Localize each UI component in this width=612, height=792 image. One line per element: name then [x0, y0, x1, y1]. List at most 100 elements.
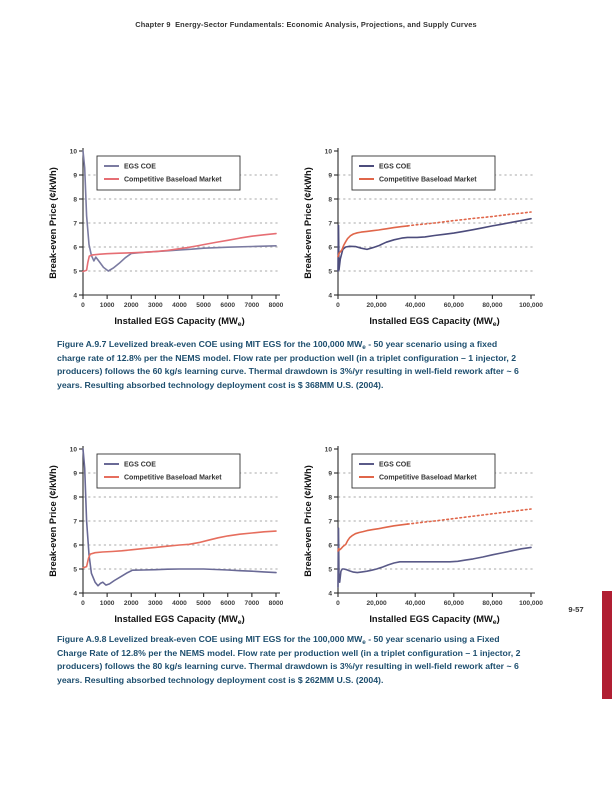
x-tick-label: 1000 — [100, 302, 115, 309]
series-line — [82, 530, 277, 569]
legend-box — [351, 155, 496, 191]
y-tick-label: 10 — [70, 148, 78, 155]
chart-figure-a97-right: 4 5 6 7 8 9 10 0 20,000 40,000 60,000 80,000 100,000… — [302, 137, 546, 335]
legend-label: Competitive Baseload Market — [379, 177, 477, 184]
x-tick-label: 4000 — [172, 302, 187, 309]
y-tick-label: 4 — [328, 590, 332, 597]
x-tick-label: 80,000 — [482, 302, 503, 309]
y-tick-label: 9 — [328, 470, 332, 477]
x-tick-label: 0 — [81, 600, 85, 607]
chart-canvas-a97-right: 4 5 6 7 8 9 10 0 20,000 40,000 60,000 80,000 100,000… — [303, 148, 543, 328]
x-tick-label: 4000 — [172, 600, 187, 607]
legend: EGS COE Competitive Baseload Market — [351, 453, 496, 489]
y-tick-label: 8 — [328, 196, 332, 203]
y-tick-label: 7 — [73, 220, 77, 227]
y-tick-label: 9 — [73, 470, 77, 477]
chart-figure-a98-left: 4 5 6 7 8 9 10 0 1000 2000 3000 4000 5000 6000 7000 800… — [47, 435, 291, 633]
y-tick-label: 5 — [328, 566, 332, 573]
x-tick-label: 6000 — [220, 302, 235, 309]
y-tick-label: 9 — [328, 172, 332, 179]
chart-canvas-a98-left: 4 5 6 7 8 9 10 0 1000 2000 3000 4000 5000 6000 7000 800… — [48, 446, 284, 626]
x-axis-title: Installed EGS Capacity (MWe) — [114, 316, 244, 328]
series-line — [82, 448, 277, 587]
y-tick-label: 6 — [73, 542, 77, 549]
y-tick-label: 10 — [70, 446, 78, 453]
x-tick-label: 20,000 — [367, 302, 388, 309]
y-axis-title: Break-even Price (¢/kWh) — [303, 465, 313, 577]
x-tick-label: 20,000 — [367, 600, 388, 607]
y-tick-label: 8 — [73, 196, 77, 203]
y-tick-label: 5 — [73, 566, 77, 573]
y-tick-label: 10 — [325, 148, 333, 155]
y-tick-label: 4 — [328, 292, 332, 299]
caption-text: Figure A.9.7 Levelized break-even COE us… — [57, 339, 363, 349]
caption-text: Figure A.9.8 Levelized break-even COE us… — [57, 634, 363, 644]
chart-canvas-a97-left: 4 5 6 7 8 9 10 0 1000 2000 3000 4000 5000 6000 7000 800… — [48, 148, 284, 328]
y-tick-label: 5 — [73, 268, 77, 275]
x-tick-label: 0 — [81, 302, 85, 309]
x-tick-label: 8000 — [269, 600, 284, 607]
series-line — [337, 225, 409, 258]
legend-label: EGS COE — [124, 164, 156, 171]
x-tick-label: 2000 — [124, 302, 139, 309]
x-tick-label: 60,000 — [444, 600, 465, 607]
x-tick-label: 0 — [336, 302, 340, 309]
y-tick-label: 4 — [73, 292, 77, 299]
legend: EGS COE Competitive Baseload Market — [96, 155, 241, 191]
x-tick-label: 60,000 — [444, 302, 465, 309]
x-tick-label: 2000 — [124, 600, 139, 607]
series-line — [406, 508, 532, 525]
series-line — [406, 211, 532, 227]
series-line — [337, 527, 532, 588]
legend: EGS COE Competitive Baseload Market — [96, 453, 241, 489]
y-tick-label: 6 — [328, 244, 332, 251]
caption-text: - 50 year scenario using a Fixed Charge … — [57, 634, 521, 685]
y-tick-label: 5 — [328, 268, 332, 275]
x-tick-label: 100,000 — [519, 302, 543, 309]
y-tick-label: 7 — [328, 518, 332, 525]
legend-label: EGS COE — [379, 164, 411, 171]
x-tick-label: 40,000 — [405, 600, 426, 607]
y-tick-label: 8 — [328, 494, 332, 501]
legend-label: Competitive Baseload Market — [379, 475, 477, 482]
legend-box — [96, 155, 241, 191]
x-tick-label: 100,000 — [519, 600, 543, 607]
page-number: 9-57 — [568, 605, 584, 614]
series-line — [82, 232, 277, 273]
chart-figure-a98-right: 4 5 6 7 8 9 10 0 20,000 40,000 60,000 80,000 100,000… — [302, 435, 546, 633]
legend-label: Competitive Baseload Market — [124, 177, 222, 184]
legend-box — [351, 453, 496, 489]
x-tick-label: 3000 — [148, 302, 163, 309]
caption-text: - 50 year scenario using a fixed charge … — [57, 339, 519, 390]
caption-subscript: e — [362, 639, 366, 646]
x-tick-label: 7000 — [245, 600, 260, 607]
x-tick-label: 0 — [336, 600, 340, 607]
running-header: Chapter 9 Energy-Sector Fundamentals: Ec… — [135, 20, 477, 29]
x-axis-title: Installed EGS Capacity (MWe) — [369, 316, 499, 328]
y-tick-label: 7 — [73, 518, 77, 525]
series-line — [337, 523, 409, 552]
accent-bar — [602, 591, 612, 699]
chart-canvas-a98-right: 4 5 6 7 8 9 10 0 20,000 40,000 60,000 80,000 100,000… — [303, 446, 543, 626]
x-axis-title: Installed EGS Capacity (MWe) — [114, 614, 244, 626]
y-tick-label: 8 — [73, 494, 77, 501]
y-axis-title: Break-even Price (¢/kWh) — [303, 167, 313, 279]
legend-box — [96, 453, 241, 489]
legend: EGS COE Competitive Baseload Market — [351, 155, 496, 191]
x-tick-label: 80,000 — [482, 600, 503, 607]
y-tick-label: 7 — [328, 220, 332, 227]
y-axis-title: Break-even Price (¢/kWh) — [48, 465, 58, 577]
y-axis-title: Break-even Price (¢/kWh) — [48, 167, 58, 279]
x-tick-label: 6000 — [220, 600, 235, 607]
figure-caption-a97: Figure A.9.7 Levelized break-even COE us… — [57, 338, 523, 392]
y-tick-label: 10 — [325, 446, 333, 453]
y-tick-label: 6 — [328, 542, 332, 549]
x-tick-label: 5000 — [196, 600, 211, 607]
x-axis-title: Installed EGS Capacity (MWe) — [369, 614, 499, 626]
x-tick-label: 8000 — [269, 302, 284, 309]
x-tick-label: 1000 — [100, 600, 115, 607]
chart-figure-a97-left: 4 5 6 7 8 9 10 0 1000 2000 3000 4000 5000 6000 7000 800… — [47, 137, 291, 335]
series-line — [337, 217, 532, 272]
caption-subscript: e — [362, 344, 366, 351]
